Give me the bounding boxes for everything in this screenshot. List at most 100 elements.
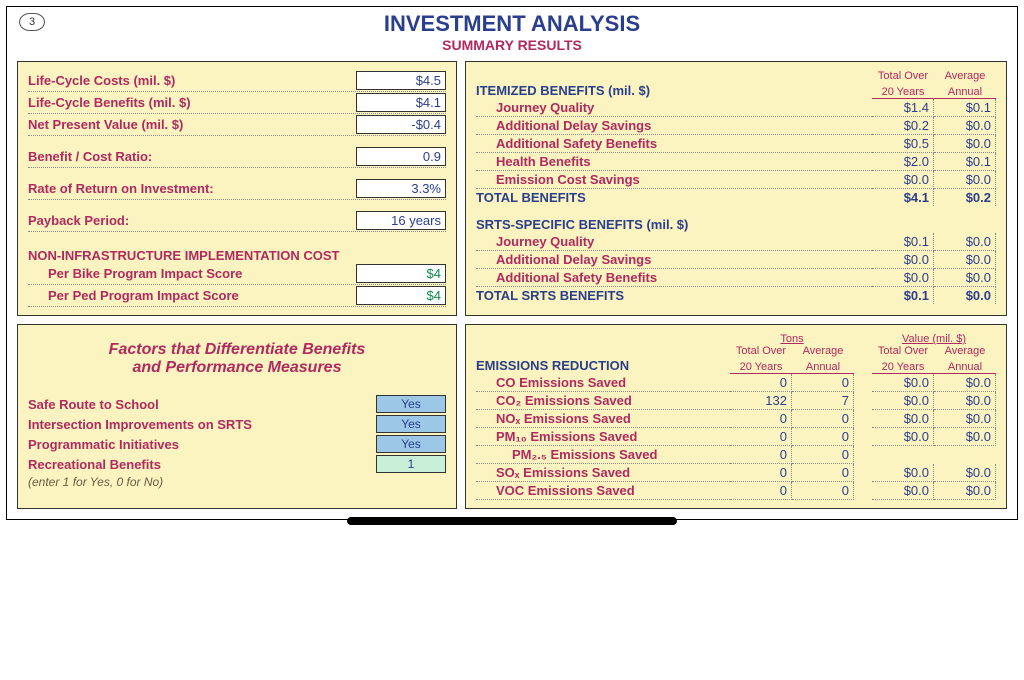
emission-label: CO₂ Emissions Saved	[476, 393, 632, 408]
srts-val: $0.1	[872, 233, 934, 251]
summary-value: $4.1	[356, 93, 446, 112]
summary-row-payback: Payback Period: 16 years	[28, 210, 446, 232]
non-infra-header: NON-INFRASTRUCTURE IMPLEMENTATION COST	[28, 248, 446, 263]
benefit-val: $0.2	[872, 117, 934, 135]
srts-val: $0.0	[872, 251, 934, 269]
benefit-row: Emission Cost Savings $0.0 $0.0	[476, 171, 996, 189]
page-number-badge: 3	[19, 13, 45, 31]
emission-val: $0.0	[934, 464, 996, 482]
total-label: TOTAL BENEFITS	[476, 190, 586, 205]
factor-input[interactable]: 1	[376, 455, 446, 473]
factor-label: Safe Route to School	[28, 397, 376, 412]
emission-val: $0.0	[872, 374, 934, 392]
factor-input[interactable]: Yes	[376, 395, 446, 413]
total-value: $0.2	[934, 189, 996, 206]
total-value: $0.0	[934, 287, 996, 304]
summary-row-lcc: Life-Cycle Costs (mil. $) $4.5	[28, 70, 446, 92]
page-subtitle: SUMMARY RESULTS	[17, 37, 1007, 53]
emission-label: PM₂.₅ Emissions Saved	[476, 447, 657, 462]
factors-title-line2: and Performance Measures	[133, 359, 342, 376]
benefits-panel: Total Over Average ITEMIZED BENEFITS (mi…	[465, 61, 1007, 316]
benefit-label: Additional Safety Benefits	[476, 136, 657, 151]
emission-val: $0.0	[872, 392, 934, 410]
emission-label: PM₁₀ Emissions Saved	[476, 429, 637, 444]
benefit-label: Emission Cost Savings	[476, 172, 640, 187]
emission-tons: 0	[792, 410, 854, 428]
page-title: INVESTMENT ANALYSIS	[17, 11, 1007, 37]
benefit-val: $2.0	[872, 153, 934, 171]
benefit-val: $0.0	[934, 171, 996, 189]
factor-row: Safe Route to School Yes	[28, 395, 446, 413]
col-header: 20 Years	[730, 361, 792, 374]
col-header: Annual	[934, 86, 996, 99]
emission-val: $0.0	[934, 428, 996, 446]
col-header: Annual	[934, 361, 996, 374]
factors-title-line1: Factors that Differentiate Benefits	[109, 341, 366, 358]
summary-value: 3.3%	[356, 179, 446, 198]
summary-value: $4.5	[356, 71, 446, 90]
benefit-val: $0.5	[872, 135, 934, 153]
srts-label: Additional Delay Savings	[476, 252, 651, 267]
total-value: $0.1	[872, 287, 934, 304]
total-value: $4.1	[872, 189, 934, 206]
emission-tons: 0	[792, 374, 854, 392]
factors-panel: Factors that Differentiate Benefits and …	[17, 324, 457, 509]
benefit-label: Additional Delay Savings	[476, 118, 651, 133]
col-header: 20 Years	[872, 361, 934, 374]
emission-row: PM₁₀ Emissions Saved 0 0 $0.0$0.0	[476, 428, 996, 446]
emission-val: $0.0	[934, 410, 996, 428]
benefit-val: $0.1	[934, 99, 996, 117]
col-header: Total Over	[872, 345, 934, 357]
emission-tons: 0	[730, 410, 792, 428]
srts-val: $0.0	[934, 269, 996, 287]
emission-tons: 7	[792, 392, 854, 410]
emission-tons: 0	[730, 482, 792, 500]
summary-value: $4	[356, 264, 446, 283]
tons-label: Tons	[730, 333, 854, 345]
summary-label: Net Present Value (mil. $)	[28, 117, 183, 132]
factor-row: Intersection Improvements on SRTS Yes	[28, 415, 446, 433]
benefit-val: $0.0	[872, 171, 934, 189]
srts-row: Additional Safety Benefits $0.0 $0.0	[476, 269, 996, 287]
emission-label: SOₓ Emissions Saved	[476, 465, 630, 480]
col-header: Average	[934, 345, 996, 357]
col-header: 20 Years	[872, 86, 934, 99]
col-header: Annual	[792, 361, 854, 374]
benefit-val: $1.4	[872, 99, 934, 117]
col-header: Average	[792, 345, 854, 357]
summary-row-perped: Per Ped Program Impact Score $4	[28, 285, 446, 307]
srts-label: Additional Safety Benefits	[476, 270, 657, 285]
summary-panel: Life-Cycle Costs (mil. $) $4.5 Life-Cycl…	[17, 61, 457, 316]
srts-val: $0.0	[934, 251, 996, 269]
summary-row-bcr: Benefit / Cost Ratio: 0.9	[28, 146, 446, 168]
srts-val: $0.0	[872, 269, 934, 287]
emission-row: CO Emissions Saved 0 0 $0.0$0.0	[476, 374, 996, 392]
srts-header-row: SRTS-SPECIFIC BENEFITS (mil. $)	[476, 216, 996, 233]
emission-row: CO₂ Emissions Saved 132 7 $0.0$0.0	[476, 392, 996, 410]
factor-input[interactable]: Yes	[376, 415, 446, 433]
factor-input[interactable]: Yes	[376, 435, 446, 453]
emission-val: $0.0	[934, 374, 996, 392]
summary-label: Rate of Return on Investment:	[28, 181, 214, 196]
summary-row-ror: Rate of Return on Investment: 3.3%	[28, 178, 446, 200]
summary-value: 16 years	[356, 211, 446, 230]
emission-tons: 0	[792, 482, 854, 500]
horizontal-scrollbar[interactable]	[347, 517, 677, 525]
benefits-header-row2: ITEMIZED BENEFITS (mil. $) 20 Years Annu…	[476, 82, 996, 99]
factors-title: Factors that Differentiate Benefits and …	[28, 341, 446, 377]
benefit-row: Health Benefits $2.0 $0.1	[476, 153, 996, 171]
emission-tons: 0	[730, 464, 792, 482]
emissions-supheader: Tons Value (mil. $)	[476, 333, 996, 345]
report-outer: 3 INVESTMENT ANALYSIS SUMMARY RESULTS Li…	[6, 6, 1018, 520]
emission-val: $0.0	[872, 410, 934, 428]
emission-row: NOₓ Emissions Saved 0 0 $0.0$0.0	[476, 410, 996, 428]
emission-label: VOC Emissions Saved	[476, 483, 635, 498]
summary-label: Per Ped Program Impact Score	[28, 288, 239, 303]
panel-grid: Life-Cycle Costs (mil. $) $4.5 Life-Cycl…	[17, 61, 1007, 509]
srts-total-row: TOTAL SRTS BENEFITS $0.1 $0.0	[476, 287, 996, 304]
emission-row: VOC Emissions Saved 0 0 $0.0$0.0	[476, 482, 996, 500]
emission-val: $0.0	[872, 428, 934, 446]
benefits-total-row: TOTAL BENEFITS $4.1 $0.2	[476, 189, 996, 206]
factor-label: Programmatic Initiatives	[28, 437, 376, 452]
factors-hint: (enter 1 for Yes, 0 for No)	[28, 475, 446, 489]
